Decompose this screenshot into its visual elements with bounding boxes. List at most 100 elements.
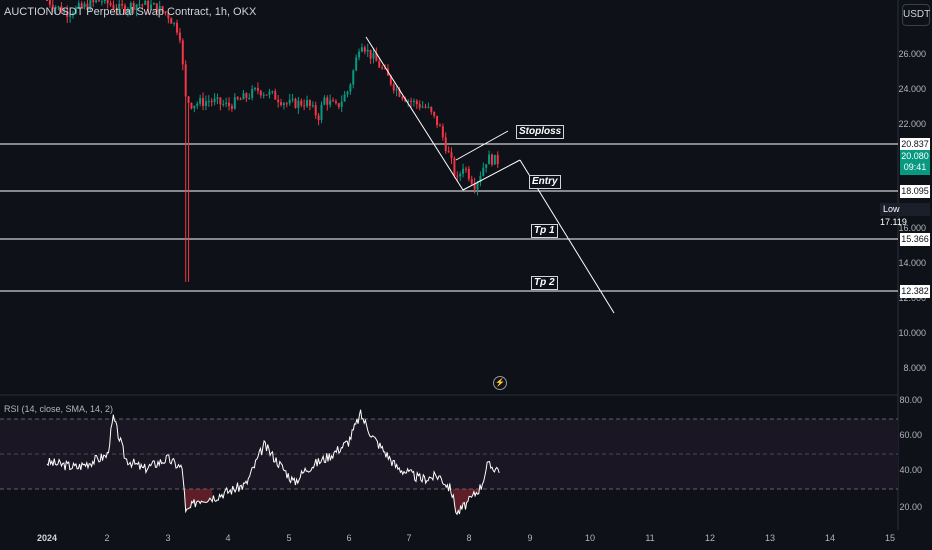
entry-label[interactable]: Entry xyxy=(529,175,561,189)
candle-body xyxy=(204,101,207,106)
entry-price-label[interactable]: 18.095 xyxy=(900,185,930,198)
candle-body xyxy=(433,111,436,116)
candle-body xyxy=(282,103,285,105)
candle-body xyxy=(464,168,467,170)
candle-body xyxy=(288,99,291,104)
candle-body xyxy=(490,154,493,165)
candle-body xyxy=(485,164,488,168)
candle-body xyxy=(453,158,456,176)
candle-body xyxy=(438,125,441,127)
candle-body xyxy=(245,93,248,98)
candle-body xyxy=(115,8,118,10)
candle-body xyxy=(467,168,470,180)
stoploss-price-label[interactable]: 20.837 xyxy=(900,138,930,151)
price-tick: 12.000 xyxy=(898,293,926,303)
price-tick: 14.000 xyxy=(898,258,926,268)
currency-button[interactable]: USDT xyxy=(902,4,930,26)
candle-body xyxy=(184,64,187,97)
candle-body xyxy=(155,3,158,13)
rsi-title[interactable]: RSI (14, close, SMA, 14, 2) xyxy=(4,404,114,414)
candle-body xyxy=(152,3,155,5)
candle-body xyxy=(207,101,210,103)
candle-body xyxy=(366,49,369,52)
candle-body xyxy=(496,154,499,165)
tp2-label[interactable]: Tp 2 xyxy=(531,276,558,290)
candle-body xyxy=(450,152,453,159)
candle-body xyxy=(332,100,335,102)
candle-body xyxy=(74,7,77,14)
price-tick: 8.000 xyxy=(903,363,926,373)
candle-body xyxy=(369,49,372,59)
low-value: 17.119 xyxy=(880,217,907,227)
downtrend-line[interactable] xyxy=(365,36,464,191)
candle-body xyxy=(306,100,309,107)
candle-body xyxy=(254,88,257,90)
candle-body xyxy=(476,182,479,190)
candle-body xyxy=(346,91,349,95)
candle-body xyxy=(83,3,86,8)
rsi-line xyxy=(46,409,500,516)
candle-body xyxy=(271,91,274,93)
candle-body xyxy=(210,101,213,103)
bar-countdown: 09:41 xyxy=(903,162,927,172)
candle-body xyxy=(239,99,242,101)
candle-body xyxy=(92,0,95,3)
candle-body xyxy=(57,6,60,8)
candle-body xyxy=(219,97,222,105)
tp1-price-label[interactable]: 15.366 xyxy=(900,233,930,246)
candle-body xyxy=(456,175,459,177)
candle-body xyxy=(80,3,83,8)
candle-body xyxy=(126,9,129,13)
channel-lower-line[interactable] xyxy=(462,159,521,191)
candle-body xyxy=(95,0,98,3)
chart-title: AUCTIONUSDT Perpetual Swap Contract, 1h,… xyxy=(4,6,257,18)
candle-body xyxy=(389,75,392,85)
price-tick: 16.000 xyxy=(898,223,926,233)
candle-body xyxy=(447,151,450,153)
price-tick: 24.000 xyxy=(898,84,926,94)
candle-body xyxy=(360,47,363,52)
candle-body xyxy=(482,167,485,176)
candle-body xyxy=(317,115,320,121)
candle-body xyxy=(60,6,63,13)
candle-body xyxy=(412,100,415,102)
candle-body xyxy=(372,53,375,59)
candle-body xyxy=(176,22,179,33)
price-tick: 22.000 xyxy=(898,119,926,129)
last-price-label[interactable]: 20.080 09:41 xyxy=(900,150,930,175)
candle-body xyxy=(181,40,184,65)
candle-body xyxy=(392,84,395,91)
tp1-label[interactable]: Tp 1 xyxy=(531,224,558,238)
time-tick: 10 xyxy=(584,533,596,543)
lightning-icon[interactable]: ⚡ xyxy=(493,376,507,390)
candle-body xyxy=(109,3,112,6)
candle-body xyxy=(48,0,51,5)
candle-body xyxy=(225,102,228,104)
candle-body xyxy=(129,3,132,10)
candle-body xyxy=(173,22,176,24)
candle-body xyxy=(242,93,245,100)
candle-body xyxy=(291,98,294,100)
time-tick: 7 xyxy=(406,533,412,543)
candle-body xyxy=(196,103,199,106)
candle-body xyxy=(77,3,80,8)
time-tick: 2 xyxy=(104,533,110,543)
candle-body xyxy=(66,11,69,17)
time-tick: 6 xyxy=(346,533,352,543)
low-label: Low xyxy=(883,204,900,214)
tp2-price-label[interactable]: 12.382 xyxy=(900,285,930,298)
candle-body xyxy=(69,15,72,17)
stoploss-label[interactable]: Stoploss xyxy=(516,125,565,139)
candle-body xyxy=(352,70,355,85)
rsi-oversold-fill xyxy=(183,489,213,512)
candle-body xyxy=(170,18,173,24)
candle-body xyxy=(256,88,259,91)
candle-body xyxy=(488,154,491,165)
candle-body xyxy=(470,179,473,184)
candle-body xyxy=(444,137,447,152)
channel-upper-line[interactable] xyxy=(455,130,509,161)
candle-body xyxy=(415,100,418,105)
candle-body xyxy=(103,0,106,2)
candle-body xyxy=(395,89,398,91)
